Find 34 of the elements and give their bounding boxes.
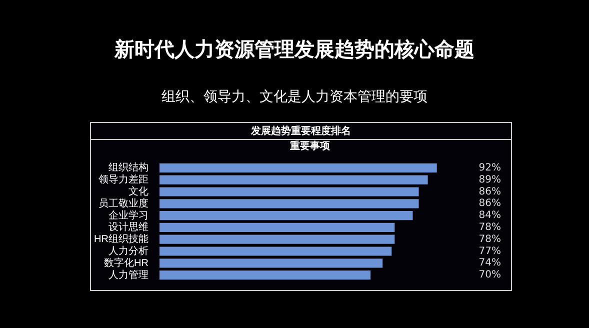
y-tick-label: 领导力差距 [98, 174, 148, 186]
data-label: 70% [478, 270, 501, 281]
bar [159, 163, 437, 172]
bar [159, 175, 428, 184]
y-tick-label: 企业学习 [108, 209, 148, 222]
x-axis-title: 重要事项 [289, 140, 332, 152]
data-label: 84% [478, 210, 501, 222]
data-label: 92% [478, 162, 501, 174]
data-label: 74% [478, 258, 501, 269]
y-tick-label: 组织结构 [108, 162, 148, 174]
bar [159, 222, 395, 232]
data-label: 77% [478, 246, 501, 257]
y-tick-label: 数字化HR [104, 256, 148, 269]
y-tick-label: HR组织技能 [94, 233, 148, 246]
data-label: 86% [478, 186, 501, 198]
bar [159, 234, 395, 244]
data-label: 78% [478, 234, 501, 245]
bar [159, 211, 413, 220]
data-label: 89% [478, 174, 501, 186]
y-tick-label: 人力分析 [108, 245, 148, 257]
y-tick-label: 人力管理 [108, 268, 148, 281]
y-tick-label: 员工敬业度 [98, 197, 148, 210]
bar [159, 199, 419, 208]
bar [159, 258, 383, 268]
text: 发展趋势重要程度排名 [91, 123, 511, 140]
bar [159, 187, 419, 196]
chart-subtitle: 组织、领导力、文化是人力资本管理的要项 [160, 88, 428, 106]
data-label: 86% [478, 198, 501, 210]
bar [159, 270, 371, 280]
bar [159, 246, 392, 256]
y-tick-label: 文化 [128, 186, 148, 198]
y-tick-label: 设计思维 [108, 221, 148, 234]
data-label: 78% [478, 222, 501, 234]
chart-title: 新时代人力资源管理发展趋势的核心命题 [113, 36, 476, 63]
